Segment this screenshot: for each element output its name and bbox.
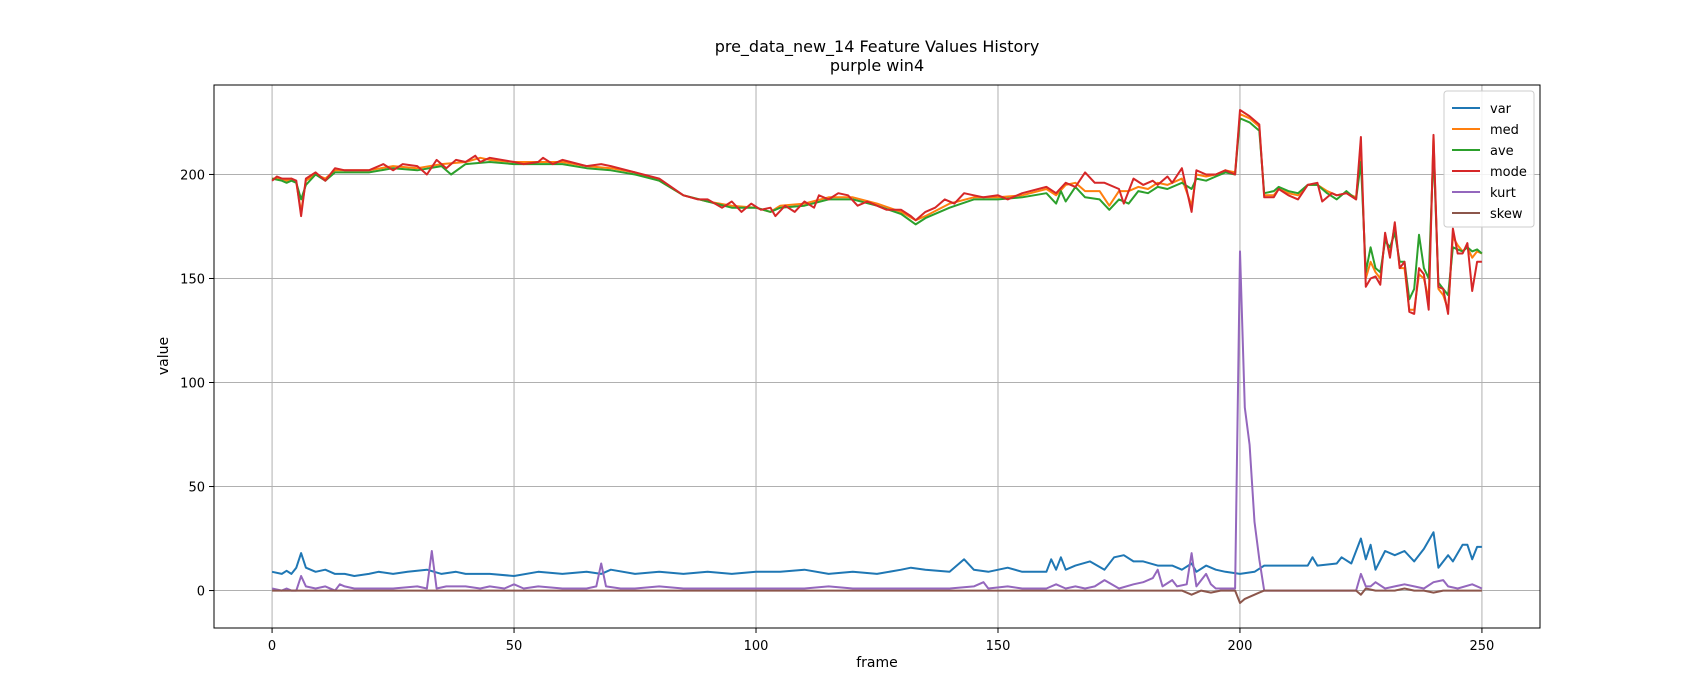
x-tick-label: 250 xyxy=(1470,639,1495,654)
y-tick-label: 0 xyxy=(197,585,205,600)
axis-ticks: 0 50 100 150 200 250 0 50 100 150 200 xyxy=(180,168,1494,654)
legend-label-ave: ave xyxy=(1490,144,1514,159)
legend-label-mode: mode xyxy=(1490,165,1527,180)
series-line-var xyxy=(271,531,1482,577)
x-tick-label: 0 xyxy=(268,639,276,654)
x-tick-label: 200 xyxy=(1228,639,1253,654)
plot-frame xyxy=(213,84,1541,629)
y-axis-title: value xyxy=(156,337,172,375)
legend-label-skew: skew xyxy=(1490,207,1523,222)
series-line-skew xyxy=(272,587,1482,604)
y-tick-label: 100 xyxy=(180,377,205,392)
y-tick-label: 200 xyxy=(180,168,205,183)
chart-subtitle: purple win4 xyxy=(830,56,924,75)
x-tick-label: 150 xyxy=(986,639,1011,654)
legend-label-kurt: kurt xyxy=(1490,186,1516,201)
x-axis-title: frame xyxy=(856,655,898,671)
legend-label-med: med xyxy=(1490,123,1519,138)
chart-title: pre_data_new_14 Feature Values History xyxy=(715,37,1040,57)
y-tick-label: 50 xyxy=(188,481,205,496)
series-line-mode xyxy=(271,109,1482,315)
legend: var med ave mode kurt skew xyxy=(1443,90,1535,228)
x-tick-label: 50 xyxy=(506,639,523,654)
legend-label-var: var xyxy=(1490,102,1512,117)
series-lines xyxy=(271,109,1483,604)
y-tick-label: 150 xyxy=(180,272,205,287)
x-tick-label: 100 xyxy=(744,639,769,654)
